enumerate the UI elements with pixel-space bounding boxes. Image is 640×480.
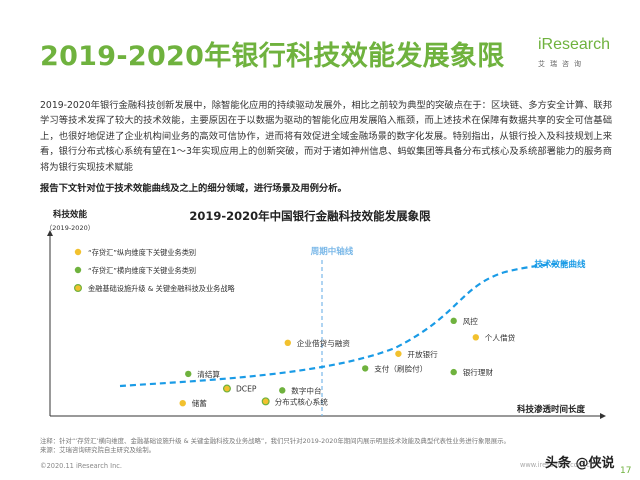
data-point	[279, 387, 286, 394]
y-axis-sublabel: （2019-2020）	[46, 224, 94, 232]
legend-marker	[73, 283, 82, 292]
data-point-label: 分布式核心系统	[275, 396, 329, 406]
data-point	[362, 365, 369, 372]
legend-label: “存贷汇”横向维度下关键业务类别	[88, 266, 196, 275]
y-axis-label: 科技效能	[53, 209, 88, 220]
data-point	[261, 397, 270, 406]
lead-sentence: 报告下文针对位于技术效能曲线及之上的细分领域，进行场景及用例分析。	[40, 183, 347, 194]
data-point-label: 风控	[463, 316, 479, 326]
note-line: 注释：针对“‘存贷汇’横向维度、金融基础设施升级 & 关键金融科技及业务战略”，…	[40, 437, 510, 445]
chart-notes: 注释：针对“‘存贷汇’横向维度、金融基础设施升级 & 关键金融科技及业务战略”，…	[40, 437, 510, 455]
page-title: 2019-2020年银行科技效能发展象限	[40, 41, 505, 72]
legend-marker	[74, 266, 82, 274]
efficiency-curve-label: 技术效能曲线	[534, 259, 586, 270]
data-point-label: 清结算	[197, 369, 220, 379]
site-url: www.iresearch.com.cn	[520, 461, 595, 469]
legend-label: 金融基础设施升级 & 关键金融科技及业务战略	[88, 284, 236, 293]
page-number: 17	[620, 466, 632, 476]
data-point-label: 个人借贷	[485, 332, 516, 342]
data-point	[222, 384, 231, 393]
watermark: 头条 @侠说	[545, 456, 615, 471]
intro-paragraph: 2019-2020年银行金融科技创新发展中，除智能化应用的持续驱动发展外，相比之…	[40, 100, 612, 173]
efficiency-quadrant-chart: 2019-2020年中国银行金融科技效能发展象限 科技效能 （2019-2020…	[46, 209, 606, 419]
cycle-axis-label: 周期中轴线	[311, 246, 354, 257]
data-point	[284, 339, 291, 346]
data-point	[185, 370, 192, 378]
legend-marker	[74, 248, 82, 256]
data-point-label: 企业借贷与融资	[297, 338, 351, 348]
source-line: 来源：艾瑞咨询研究院自主研究及绘制。	[40, 446, 156, 454]
data-point-label: 支付（刷脸付）	[374, 363, 427, 373]
data-point-label: DCEP	[236, 385, 257, 394]
data-point	[179, 399, 186, 407]
data-point	[450, 368, 457, 376]
legend-label: “存贷汇”纵向维度下关键业务类别	[88, 248, 196, 257]
efficiency-curve	[119, 261, 569, 388]
data-point	[395, 350, 402, 357]
copyright: ©2020.11 iResearch Inc.	[40, 462, 122, 470]
data-point-label: 数字中台	[291, 385, 322, 395]
iresearch-logo: iResearch 艾瑞咨询	[532, 36, 612, 76]
chart-title: 2019-2020年中国银行金融科技效能发展象限	[189, 209, 431, 223]
data-point-label: 开放银行	[407, 349, 438, 359]
logo-subtitle: 艾瑞咨询	[538, 60, 586, 68]
chart-legend: “存贷汇”纵向维度下关键业务类别 “存贷汇”横向维度下关键业务类别金融基础设施升级…	[73, 248, 236, 293]
data-point-label: 储蓄	[192, 398, 208, 408]
x-axis-label: 科技渗透时间长度	[517, 404, 586, 415]
logo-name: iResearch	[538, 36, 611, 53]
data-point	[450, 317, 457, 325]
data-point-label: 银行理财	[463, 367, 494, 377]
data-point	[472, 334, 480, 341]
